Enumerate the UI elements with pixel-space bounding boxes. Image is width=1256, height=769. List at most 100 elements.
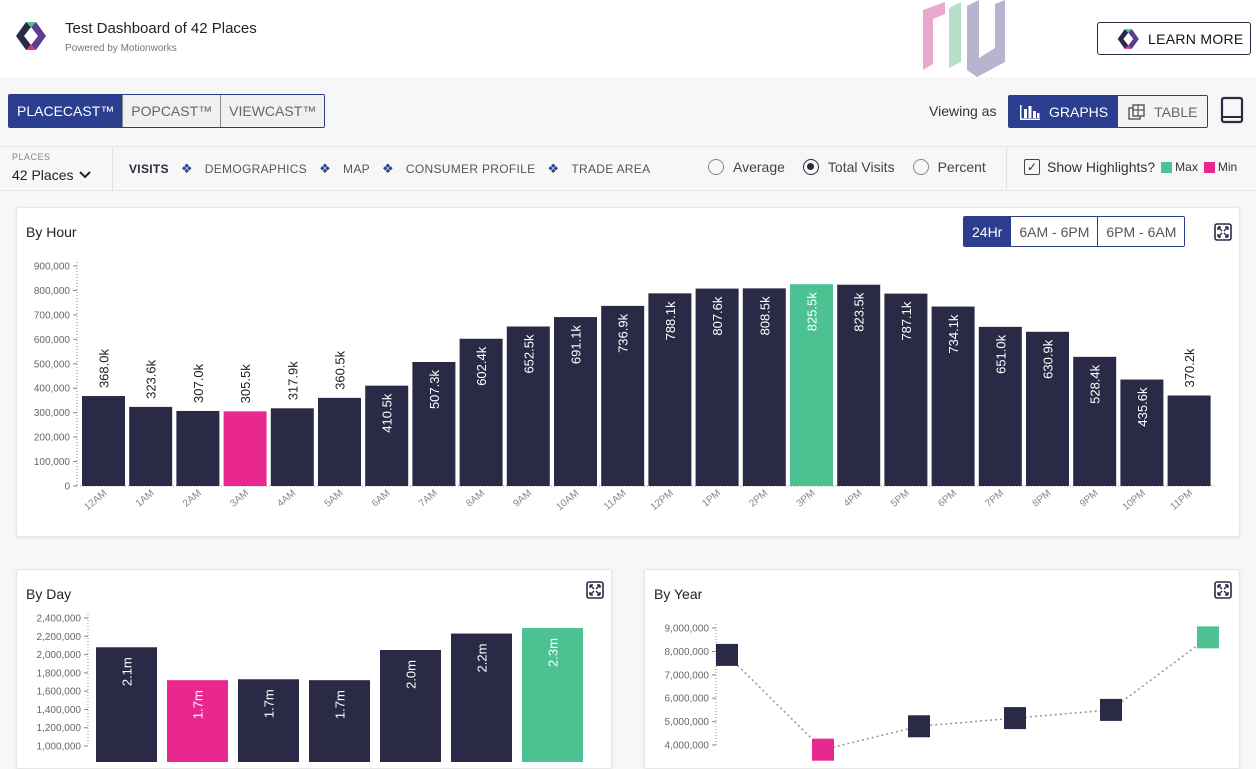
y-tick-label: 7,000,000 [665,670,710,681]
bar-value-label: 2.3m [546,638,561,667]
bar [522,628,583,762]
learn-more-button[interactable]: LEARN MORE [1097,22,1251,55]
bar [380,650,441,762]
range-6pm-6am[interactable]: 6PM - 6AM [1097,217,1185,246]
nav-map[interactable]: MAP [343,162,370,176]
bar-value-label: 370.2k [1182,348,1197,388]
nav-trade-area[interactable]: TRADE AREA [571,162,651,176]
nav-consumer-profile[interactable]: CONSUMER PROFILE [405,162,536,176]
diamond-separator-icon: ❖ [319,161,332,176]
bar [1120,379,1164,486]
motionworks-icon [1117,28,1139,49]
bar [459,338,503,486]
expand-icon[interactable] [1214,223,1232,241]
range-6am-6pm[interactable]: 6AM - 6PM [1010,217,1098,246]
bar [451,633,512,762]
tab-popcast[interactable]: POPCAST™ [122,95,221,127]
by-year-card: By Year 4,000,000 5,000,000 6,000,000 7,000… [644,569,1240,769]
checkbox-checked-icon[interactable]: ✓ [1024,159,1040,175]
y-tick-label: 800,000 [34,286,71,297]
book-icon[interactable] [1219,96,1245,126]
graphs-view-button[interactable]: GRAPHS [1009,96,1119,127]
x-tick-label: 8PM [1031,488,1054,510]
data-point [1004,707,1026,730]
bar-value-label: 807.6k [710,296,725,336]
tab-viewcast[interactable]: VIEWCAST™ [220,95,325,127]
x-tick-label: 3AM [228,488,251,510]
x-tick-label: 10PM [1121,488,1148,513]
data-point [812,738,834,761]
bar-value-label: 528.4k [1088,364,1103,404]
bar [318,397,361,486]
y-tick-label: 300,000 [34,408,71,419]
legend-min: Min [1217,160,1238,174]
by-day-title: By Day [26,586,72,602]
radio-total-visits[interactable]: Total Visits [802,159,895,175]
y-tick-label: 1,200,000 [37,723,82,734]
radio-selected-icon [802,159,819,175]
divider [1006,147,1007,191]
x-tick-label: 2AM [181,488,204,510]
filter-bar: PLACES 42 Places VISITS ❖ DEMOGRAPHICS ❖… [0,146,1256,191]
tab-placecast[interactable]: PLACECAST™ [9,95,123,127]
brand-watermark [923,0,1005,77]
expand-icon[interactable] [1214,581,1232,599]
radio-percent-label: Percent [937,159,986,175]
bar [1073,356,1117,486]
dashboard-subtitle: Powered by Motionworks [65,43,177,54]
bar-value-label: 734.1k [946,314,961,354]
bar [742,288,786,486]
by-hour-title: By Hour [26,224,77,240]
by-day-chart: 1,000,000 1,200,000 1,400,000 1,600,000 1,80… [37,614,583,762]
y-tick-label: 100,000 [34,457,71,468]
radio-percent[interactable]: Percent [912,159,986,175]
expand-icon[interactable] [586,581,604,599]
range-24hr[interactable]: 24Hr [964,217,1011,246]
bar [223,411,267,486]
bar-value-label: 808.5k [757,296,772,336]
nav-visits[interactable]: VISITS [129,162,169,176]
top-bar: Test Dashboard of 42 Places Powered by M… [0,0,1256,77]
radio-average[interactable]: Average [708,159,785,175]
show-highlights-toggle[interactable]: ✓ Show Highlights? Max Min [1024,159,1237,175]
min-swatch [1203,161,1215,173]
bar-value-label: 630.9k [1041,339,1056,379]
bar-value-label: 317.9k [285,361,300,401]
bar [365,385,409,486]
by-hour-card: By Hour 24Hr 6AM - 6PM 6PM - 6AM 0 100,00… [16,207,1240,537]
view-mode-toggle: GRAPHS TABLE [1008,95,1209,128]
bar-value-label: 410.5k [380,393,395,433]
y-tick-label: 1,400,000 [37,705,82,716]
max-swatch [1161,161,1173,173]
x-tick-label: 12PM [649,488,676,513]
y-tick-label: 2,000,000 [37,650,82,661]
bar-value-label: 435.6k [1135,387,1150,427]
y-tick-label: 8,000,000 [665,647,710,658]
nav-demographics[interactable]: DEMOGRAPHICS [204,162,308,176]
diamond-separator-icon: ❖ [180,161,193,176]
radio-circle-icon [912,159,929,175]
table-view-button[interactable]: TABLE [1118,96,1208,127]
x-tick-label: 8AM [464,488,487,510]
places-dropdown[interactable]: 42 Places [12,167,92,183]
section-nav: VISITS ❖ DEMOGRAPHICS ❖ MAP ❖ CONSUMER P… [129,161,650,177]
y-tick-label: 1,800,000 [37,668,82,679]
data-point [1100,698,1122,721]
diamond-separator-icon: ❖ [381,161,394,176]
y-tick-label: 2,200,000 [37,632,82,643]
x-tick-label: 11AM [602,488,629,513]
bar-value-label: 1.7m [262,689,277,718]
bar-value-label: 360.5k [333,350,348,390]
y-tick-label: 900,000 [34,262,71,273]
bar-value-label: 823.5k [852,292,867,332]
bar [238,679,299,762]
data-point [1197,626,1219,649]
x-tick-label: 5PM [889,488,912,510]
bar [837,284,881,486]
x-tick-label: 12AM [82,488,109,513]
x-tick-label: 9PM [1078,488,1101,510]
bar-value-label: 323.6k [144,359,159,399]
viewing-as-label: Viewing as [929,103,997,119]
radio-average-label: Average [733,159,785,175]
by-year-chart: 4,000,000 5,000,000 6,000,000 7,000,000 8,00… [665,624,1219,761]
